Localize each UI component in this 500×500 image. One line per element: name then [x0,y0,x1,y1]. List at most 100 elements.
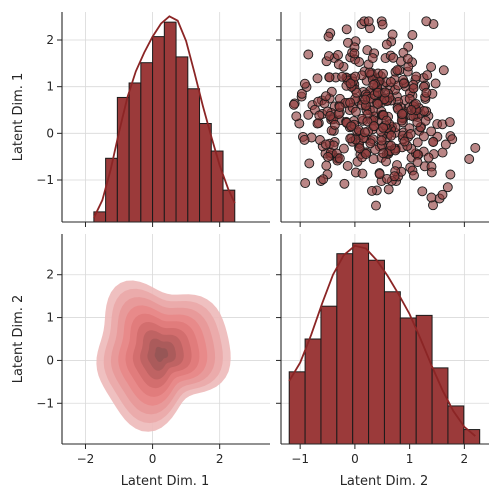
scatter-point [341,24,352,35]
hist-bar [383,291,401,445]
scatter-point [447,134,458,145]
panel-hist-dim2 [281,234,489,445]
scatter-point [409,170,419,181]
y-tick-label: 1 [46,80,54,94]
scatter-point [406,105,417,115]
hist-bar [431,367,449,445]
scatter-point [338,143,349,154]
hist-bar [447,405,465,445]
panel-kde-dim1-vs-dim2 [62,234,270,444]
scatter-point [304,158,315,169]
scatter-point [421,16,432,27]
scatter-point [420,115,431,126]
scatter-point [412,117,423,128]
hist-bar [210,150,224,223]
scatter-point [337,71,348,82]
scatter-point [342,160,353,171]
scatter-point [407,30,418,40]
axes-frame: −1 0 1 2 −1 0 1 2 −2 0 2 −1 0 1 2 [36,12,489,466]
scatter-point [349,48,360,59]
x-tick-label: 0 [351,452,359,466]
scatter-point [291,111,302,122]
scatter-point [364,67,375,78]
y-tick-label: 0 [46,353,54,367]
scatter-point [312,73,323,84]
scatter-point [314,110,325,121]
x-tick-label: 2 [461,452,469,466]
ylabel-bottom: Latent Dim. 2 [11,295,26,384]
x-tick-label: 0 [149,452,157,466]
scatter-point [354,57,365,67]
scatter-point [423,152,434,163]
scatter-point [437,147,448,158]
scatter-point [438,65,449,76]
hist-bar [304,338,322,445]
xlabel-right: Latent Dim. 2 [340,474,429,489]
scatter-point [368,79,379,90]
scatter-point [360,94,371,105]
hist-bar [336,253,354,445]
scatter-point [299,78,310,89]
scatter-point [378,148,389,159]
scatter-point [383,184,394,195]
scatter-point [399,136,410,147]
scatter-point [376,135,387,146]
y-tick-label: −1 [36,396,54,410]
scatter-point [312,118,323,129]
scatter-point [329,119,340,130]
scatter-point [426,126,437,137]
kde-line [93,15,236,219]
scatter-point [320,139,331,150]
scatter-point [440,139,451,150]
scatter-point [428,137,439,147]
scatter-point [392,65,403,76]
hist-bar [222,189,236,223]
scatter-point [418,131,429,142]
hist-bar [140,62,154,223]
hist-bar [320,305,338,445]
scatter-point [345,97,356,108]
scatter-point [361,149,371,159]
kde-contour-level [154,346,169,362]
scatter-point [367,185,377,196]
hist-bar [399,317,417,445]
scatter-point [323,51,334,62]
y-tick-label: 1 [46,311,54,325]
x-tick-label: 2 [216,452,224,466]
hist-bar [368,259,385,445]
scatter-point [372,99,383,109]
y-tick-label: −1 [36,173,54,187]
scatter-point [464,154,475,164]
scatter-point [303,49,314,60]
scatter-point [412,137,423,148]
scatter-point [445,169,456,180]
scatter-point [368,154,379,165]
scatter-point [303,109,314,120]
scatter-point [320,91,331,102]
scatter-point [470,142,481,153]
scatter-point [371,200,381,211]
scatter-point [333,59,344,70]
scatter-point [368,121,379,132]
scatter-point [333,50,343,60]
scatter-point [339,178,350,189]
x-tick-label: 1 [406,452,414,466]
hist-bar [463,429,481,445]
hist-bar [128,82,142,223]
scatter-point [345,78,356,89]
scatter-point [318,174,329,185]
scatter-point [426,167,437,178]
y-tick-label: 2 [46,268,54,282]
scatter-point [288,99,299,110]
scatter-point [398,78,409,89]
hist-bar [152,36,165,223]
scatter-point [365,138,376,149]
scatter-point [367,53,378,64]
scatter-point [362,116,373,127]
hist-bar [187,88,201,223]
y-tick-label: 2 [46,33,54,47]
scatter-point [411,71,422,82]
scatter-point [421,87,432,98]
scatter-point [380,87,391,98]
